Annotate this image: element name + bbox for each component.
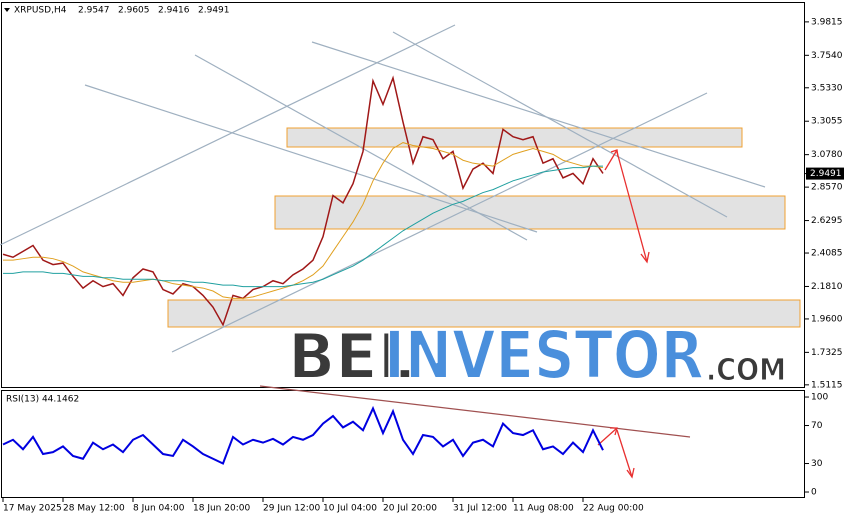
y-tick-label: 70 — [811, 421, 823, 431]
watermark: BEL INVESTOR .COM — [287, 316, 787, 395]
y-tick-label: 1.9600 — [811, 314, 843, 324]
y-tick-label: 100 — [811, 393, 828, 403]
y-tick-label: 0 — [811, 488, 817, 498]
price-line — [3, 165, 603, 288]
x-tick-label: 31 Jul 12:00 — [453, 504, 507, 514]
y-tick-label: 30 — [811, 459, 823, 469]
x-tick-label: 18 Jun 20:00 — [193, 504, 250, 514]
trendline — [0, 24, 456, 246]
zone — [167, 299, 801, 328]
y-tick-label: 3.5330 — [811, 83, 843, 93]
x-tick-label: 11 Aug 08:00 — [513, 504, 574, 514]
arrowhead — [610, 427, 618, 436]
ohlc-value: 2.9605 — [118, 6, 150, 16]
symbol: XRPUSD,H4 — [14, 6, 67, 16]
watermark-text: .COM — [706, 353, 786, 388]
arrow — [597, 427, 618, 446]
rsi-trendline — [259, 385, 691, 438]
rsi-label: RSI(13) 44.1462 — [6, 395, 79, 405]
arrowhead — [640, 251, 650, 264]
trendline — [171, 92, 708, 353]
y-tick-label: 2.6295 — [811, 216, 843, 226]
last-price-box — [806, 167, 844, 180]
y-tick-label: 3.0780 — [811, 150, 843, 160]
y-tick-label: 2.4085 — [811, 249, 843, 259]
x-tick-label: 28 May 12:00 — [63, 504, 125, 514]
y-tick-label: 2.1810 — [811, 282, 843, 292]
x-tick-label: 8 Jun 04:00 — [133, 504, 185, 514]
y-tick-label: 3.9815 — [811, 17, 843, 27]
trendline — [84, 84, 538, 233]
rsi-panel — [1, 390, 805, 498]
x-tick-label: 22 Aug 00:00 — [583, 504, 644, 514]
arrow — [616, 429, 633, 478]
y-tick-label: 3.3055 — [811, 117, 843, 127]
trendline — [194, 54, 528, 241]
rsi-line — [2, 405, 604, 465]
x-tick-label: 17 May 2025 — [3, 504, 62, 514]
ohlc-value: 2.9491 — [198, 6, 230, 16]
last-price-label: 2.9491 — [810, 169, 842, 179]
ohlc-value: 2.9547 — [78, 6, 110, 16]
x-tick-label: 29 Jun 12:00 — [263, 504, 320, 514]
watermark-text: INVESTOR — [384, 317, 704, 394]
trendlines — [0, 24, 766, 438]
y-tick-label: 1.7325 — [811, 348, 843, 358]
arrowhead — [626, 467, 635, 479]
x-tick-label: 10 Jul 04:00 — [323, 504, 377, 514]
y-tick-label: 3.7540 — [811, 51, 843, 61]
arrows — [597, 149, 650, 479]
ohlc-value: 2.9416 — [158, 6, 190, 16]
arrow — [616, 151, 648, 263]
watermark-text: BEL — [288, 320, 417, 393]
y-tick-label: 1.5115 — [811, 380, 843, 390]
arrow — [604, 149, 618, 171]
price-line — [2, 75, 604, 327]
trendline — [392, 31, 728, 218]
price-panel — [1, 2, 805, 388]
y-tick-label: 2.8570 — [811, 183, 843, 193]
trendline — [311, 41, 766, 188]
x-tick-label: 20 Jul 20:00 — [383, 504, 437, 514]
symbol-icon — [4, 8, 10, 12]
zones — [167, 127, 801, 328]
